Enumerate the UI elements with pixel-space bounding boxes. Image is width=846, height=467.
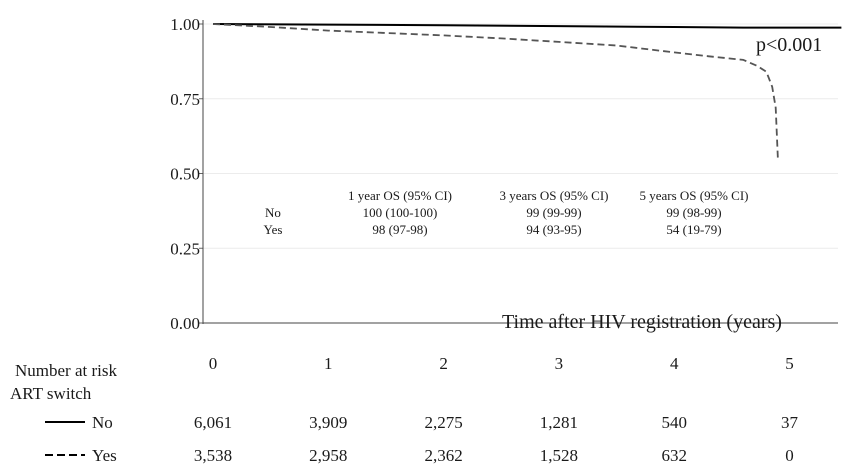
curve-no bbox=[212, 23, 842, 29]
risk-count: 540 bbox=[661, 413, 687, 432]
y-tick-label: 0.00 bbox=[170, 314, 200, 333]
x-tick-label: 3 bbox=[555, 354, 564, 373]
y-tick-label: 0.75 bbox=[170, 90, 200, 109]
y-tick-label: 0.50 bbox=[170, 165, 200, 184]
risk-count: 2,958 bbox=[309, 446, 347, 465]
x-tick-label: 2 bbox=[439, 354, 448, 373]
y-tick-label: 0.25 bbox=[170, 239, 200, 258]
risk-count: 3,538 bbox=[194, 446, 232, 465]
risk-row-label: No bbox=[92, 413, 113, 432]
risk-table: No 6,061 3,909 2,275 1,281 540 37 Yes 3,538 2,958… bbox=[45, 413, 799, 465]
risk-count: 37 bbox=[781, 413, 799, 432]
os-table-cell: 99 (98-99) bbox=[666, 205, 721, 220]
x-tick-label: 0 bbox=[209, 354, 218, 373]
risk-count: 1,528 bbox=[540, 446, 578, 465]
os-table-cell: 94 (93-95) bbox=[526, 222, 581, 237]
risk-row-label: Yes bbox=[92, 446, 117, 465]
os-table-header: 5 years OS (95% CI) bbox=[639, 188, 748, 203]
axes bbox=[199, 20, 838, 324]
risk-count: 2,362 bbox=[424, 446, 462, 465]
os-table-cell: 54 (19-79) bbox=[666, 222, 721, 237]
os-table-header: 3 years OS (95% CI) bbox=[499, 188, 608, 203]
risk-group-title: ART switch bbox=[10, 384, 92, 403]
p-value-label: p<0.001 bbox=[756, 34, 822, 56]
x-tick-label: 5 bbox=[785, 354, 794, 373]
os-table-row-label: No bbox=[265, 205, 281, 220]
risk-table-title: Number at risk bbox=[15, 361, 117, 380]
os-table: 1 year OS (95% CI) 3 years OS (95% CI) 5 y… bbox=[264, 188, 749, 237]
y-tick-labels: 0.00 0.25 0.50 0.75 1.00 bbox=[170, 15, 200, 333]
survival-curves bbox=[212, 23, 842, 162]
os-table-cell: 100 (100-100) bbox=[363, 205, 438, 220]
x-tick-label: 4 bbox=[670, 354, 679, 373]
y-tick-label: 1.00 bbox=[170, 15, 200, 34]
x-axis-title: Time after HIV registration (years) bbox=[502, 311, 782, 333]
risk-count: 0 bbox=[785, 446, 794, 465]
x-tick-label: 1 bbox=[324, 354, 333, 373]
os-table-cell: 98 (97-98) bbox=[372, 222, 427, 237]
risk-count: 632 bbox=[661, 446, 687, 465]
risk-count: 1,281 bbox=[540, 413, 578, 432]
risk-count: 2,275 bbox=[424, 413, 462, 432]
grid-lines bbox=[203, 23, 838, 324]
os-table-row-label: Yes bbox=[264, 222, 283, 237]
curve-yes bbox=[212, 23, 779, 162]
risk-count: 3,909 bbox=[309, 413, 347, 432]
os-table-cell: 99 (99-99) bbox=[526, 205, 581, 220]
x-tick-labels: 0 1 2 3 4 5 bbox=[209, 354, 794, 373]
os-table-header: 1 year OS (95% CI) bbox=[348, 188, 452, 203]
risk-count: 6,061 bbox=[194, 413, 232, 432]
